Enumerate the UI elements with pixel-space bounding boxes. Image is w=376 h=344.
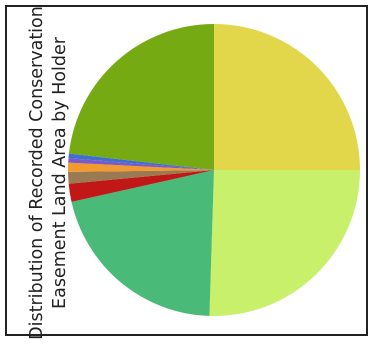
pie-slice-5	[68, 170, 214, 184]
pie-slice-4	[68, 170, 215, 202]
pie-slice-1	[214, 24, 360, 170]
pie-slice-3	[71, 170, 215, 316]
pie-slice-8	[68, 153, 215, 170]
pie-slice-6	[67, 162, 214, 172]
pie-slice-7	[68, 158, 215, 170]
pie-slice-2	[209, 170, 360, 317]
pie-slices	[67, 23, 360, 317]
pie-slice-9	[68, 23, 215, 170]
